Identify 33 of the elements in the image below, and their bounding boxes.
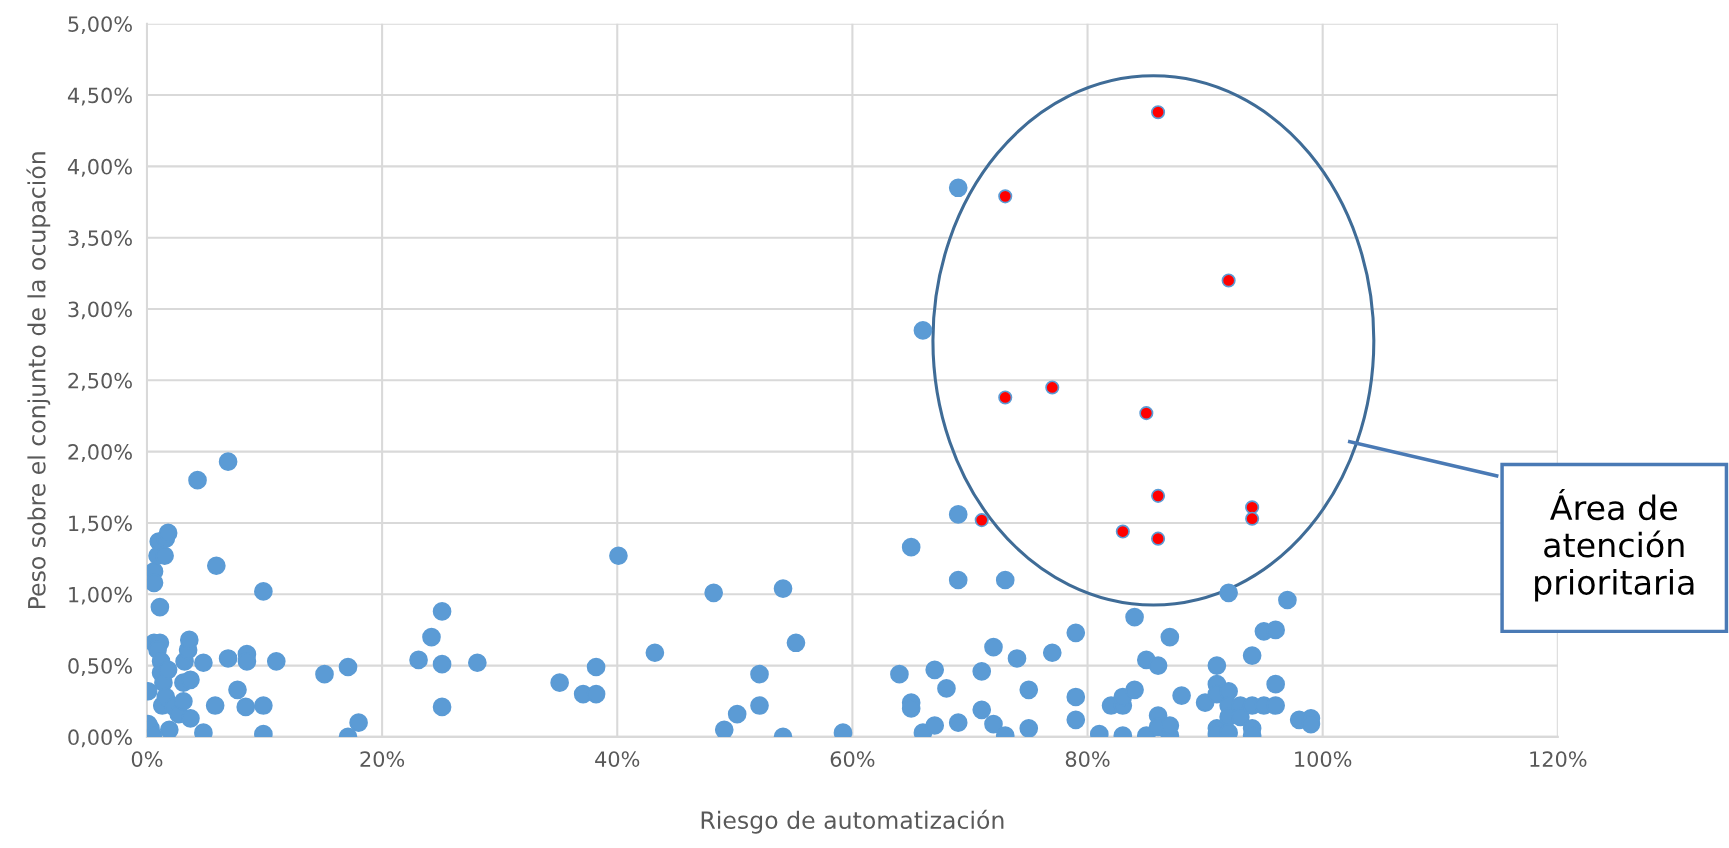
y-tick-label: 2,50% (68, 372, 132, 391)
y-tick-label: 1,50% (69, 515, 132, 534)
y-tick-label: 2,00% (68, 444, 132, 462)
point (1245, 511, 1260, 526)
point (1045, 380, 1060, 395)
y-tick-label: 4,00% (67, 158, 132, 177)
y-tick-label: 5,00% (68, 16, 132, 35)
point (1221, 273, 1236, 288)
x-tick-label: 20% (360, 751, 405, 767)
y-tick-label: 3,50% (68, 230, 132, 249)
annotation: Área de atención prioritaria (1535, 488, 1694, 602)
x-tick-label: 40% (595, 751, 640, 767)
point (1139, 406, 1154, 421)
point (1151, 488, 1166, 503)
y-tick-label: 0,00% (68, 729, 132, 748)
y-tick-label: 4,50% (67, 87, 132, 106)
y-tick-label: 0,50% (68, 658, 132, 676)
y-axis-title: Peso sobre el conjunto de la ocupación (26, 152, 51, 609)
point (1151, 105, 1166, 120)
x-tick-label: 120% (1530, 751, 1587, 767)
point (1151, 531, 1166, 546)
point (1115, 524, 1130, 539)
y-tick-label: 3,00% (68, 301, 132, 320)
y-tick-label: 1,00% (69, 586, 132, 605)
x-tick-label: 100% (1295, 751, 1352, 767)
x-tick-label: 60% (830, 751, 875, 767)
point (974, 513, 989, 528)
point (1245, 500, 1260, 515)
point (998, 390, 1013, 405)
x-tick-label: 80% (1065, 751, 1110, 767)
x-tick-label: 0% (131, 751, 163, 767)
x-axis-title: Riesgo de automatización (701, 809, 1004, 834)
point (998, 189, 1013, 204)
